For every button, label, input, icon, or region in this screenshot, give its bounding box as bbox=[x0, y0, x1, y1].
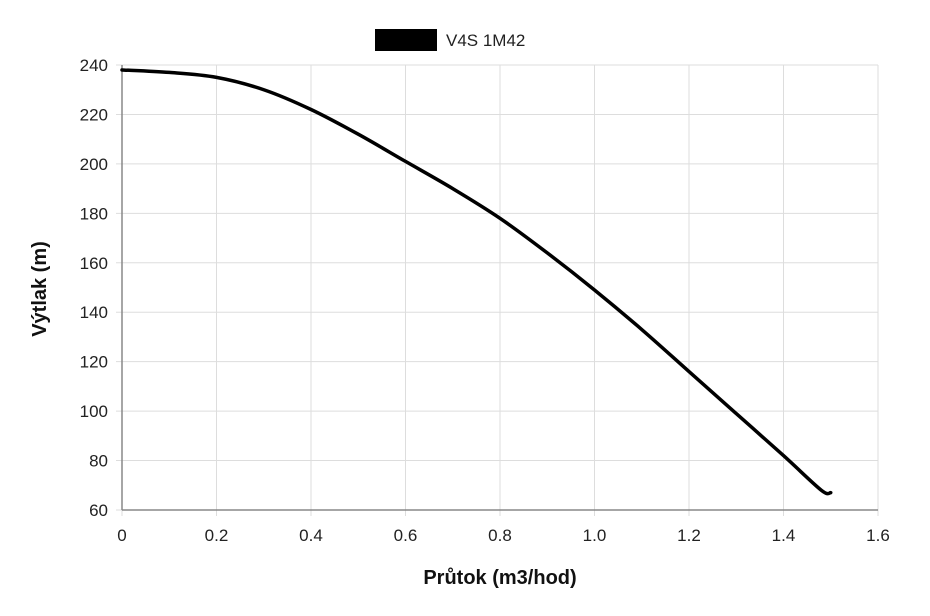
series-line bbox=[120, 68, 833, 496]
grid bbox=[116, 64, 879, 516]
x-tick-label: 0.4 bbox=[299, 526, 323, 545]
y-tick-label: 200 bbox=[80, 155, 108, 174]
x-tick-label: 1.4 bbox=[772, 526, 796, 545]
x-tick-label: 0.8 bbox=[488, 526, 512, 545]
y-tick-label: 80 bbox=[89, 452, 108, 471]
x-tick-label: 0.6 bbox=[394, 526, 418, 545]
legend-swatch bbox=[375, 29, 437, 51]
y-tick-label: 140 bbox=[80, 303, 108, 322]
y-tick-label: 160 bbox=[80, 254, 108, 273]
y-tick-label: 100 bbox=[80, 402, 108, 421]
legend-item[interactable]: V4S 1M42 bbox=[375, 29, 525, 51]
y-tick-labels: 60 80 100 120 140 160 180 200 220 240 bbox=[80, 56, 108, 520]
x-tick-label: 1.2 bbox=[677, 526, 701, 545]
y-tick-label: 180 bbox=[80, 204, 108, 223]
y-tick-label: 240 bbox=[80, 56, 108, 75]
legend-label: V4S 1M42 bbox=[446, 31, 525, 50]
x-tick-label: 1.0 bbox=[583, 526, 607, 545]
x-tick-label: 1.6 bbox=[866, 526, 890, 545]
y-tick-label: 120 bbox=[80, 353, 108, 372]
x-tick-label: 0 bbox=[117, 526, 126, 545]
y-tick-label: 60 bbox=[89, 501, 108, 520]
legend[interactable]: V4S 1M42 bbox=[375, 29, 525, 51]
x-tick-label: 0.2 bbox=[205, 526, 229, 545]
y-axis-title: Výtlak (m) bbox=[29, 241, 51, 337]
axes bbox=[121, 65, 878, 511]
series-lines bbox=[120, 68, 833, 496]
x-axis-title: Průtok (m3/hod) bbox=[423, 567, 576, 589]
x-tick-labels: 0 0.2 0.4 0.6 0.8 1.0 1.2 1.4 1.6 bbox=[117, 526, 890, 545]
y-tick-label: 220 bbox=[80, 105, 108, 124]
